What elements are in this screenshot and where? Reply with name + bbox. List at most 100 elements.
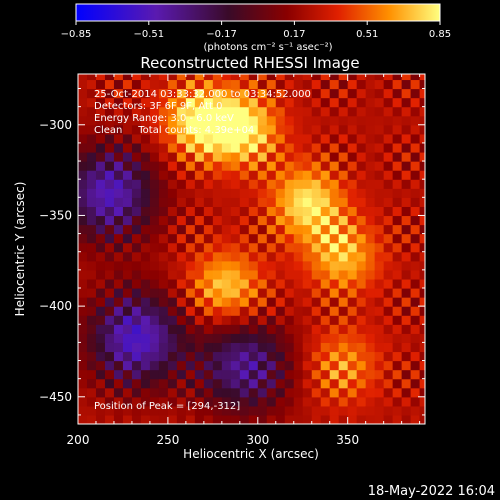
heatmap-cell [212, 161, 223, 171]
heatmap-cell [410, 351, 421, 362]
heatmap-cell [410, 179, 421, 189]
heatmap-cell [131, 287, 142, 298]
heatmap-cell [158, 333, 169, 343]
heatmap-cell [338, 179, 349, 189]
heatmap-cell [140, 269, 151, 280]
heatmap-cell [338, 206, 349, 217]
heatmap-cell [410, 387, 421, 398]
heatmap-cell [167, 287, 178, 298]
heatmap-cell [167, 197, 178, 207]
heatmap-cell [284, 106, 295, 117]
heatmap-cell [212, 188, 223, 198]
heatmap-cell [221, 360, 232, 371]
heatmap-cell [311, 188, 322, 198]
heatmap-cell [284, 251, 295, 262]
heatmap-cell [78, 405, 88, 416]
heatmap-cell [311, 215, 322, 226]
heatmap-cell [311, 351, 322, 362]
heatmap-cell [383, 79, 394, 90]
heatmap-cell [419, 306, 425, 316]
heatmap-cell [86, 197, 97, 207]
heatmap-cell [275, 360, 286, 371]
heatmap-cell [392, 351, 403, 362]
heatmap-cell [383, 124, 394, 135]
heatmap-cell [167, 251, 178, 262]
heatmap-cell [266, 88, 277, 99]
heatmap-cell [158, 315, 169, 325]
heatmap-cell [329, 224, 340, 235]
heatmap-cell [239, 242, 250, 253]
heatmap-cell [302, 315, 313, 325]
heatmap-cell [293, 306, 304, 316]
heatmap-cell [248, 405, 259, 416]
heatmap-cell [212, 396, 223, 407]
heatmap-cell [419, 269, 425, 280]
heatmap-cell [338, 315, 349, 325]
heatmap-cell [293, 342, 304, 353]
heatmap-cell [347, 151, 358, 162]
heatmap-cell [284, 405, 295, 416]
heatmap-cell [239, 215, 250, 226]
heatmap-cell [284, 215, 295, 226]
heatmap-cell [266, 170, 277, 180]
heatmap-cell [356, 387, 367, 398]
heatmap-cell [329, 197, 340, 207]
heatmap-cell [275, 242, 286, 253]
heatmap-cell [140, 170, 151, 180]
heatmap-cell [149, 414, 160, 424]
heatmap-cell [383, 405, 394, 416]
heatmap-cell [167, 97, 178, 108]
heatmap-cell [149, 133, 160, 144]
annotation-total-counts: Clean Total counts: 4.39e+04 [94, 125, 254, 136]
footer-timestamp: 18-May-2022 16:04 [368, 484, 495, 499]
heatmap-cell [401, 260, 412, 271]
heatmap-cell [104, 151, 115, 162]
heatmap-cell [149, 115, 160, 126]
heatmap-cell [158, 260, 169, 271]
heatmap-cell [293, 278, 304, 289]
heatmap-cell [320, 387, 331, 398]
heatmap-cell [248, 79, 259, 90]
heatmap-cell [284, 142, 295, 153]
heatmap-cell [257, 106, 268, 117]
heatmap-cell [338, 197, 349, 207]
heatmap-cell [302, 324, 313, 334]
heatmap-cell [78, 74, 88, 81]
heatmap-cell [86, 333, 97, 343]
heatmap-cell [203, 188, 214, 198]
heatmap-cell [311, 378, 322, 389]
heatmap-cell [302, 351, 313, 362]
heatmap-cell [104, 387, 115, 398]
heatmap-cell [419, 360, 425, 371]
heatmap-cell [320, 333, 331, 343]
heatmap-cell [320, 79, 331, 90]
heatmap-cell [392, 97, 403, 108]
heatmap-cell [167, 360, 178, 371]
heatmap-cell [113, 351, 124, 362]
heatmap-cell [311, 342, 322, 353]
heatmap-cell [338, 224, 349, 235]
heatmap-cell [365, 197, 376, 207]
heatmap-cell [149, 333, 160, 343]
heatmap-cell [410, 287, 421, 298]
heatmap-cell [419, 124, 425, 135]
heatmap-cell [284, 133, 295, 144]
heatmap-cell [131, 242, 142, 253]
heatmap-cell [401, 142, 412, 153]
heatmap-cell [383, 260, 394, 271]
heatmap-cell [95, 378, 106, 389]
heatmap-cell [86, 151, 97, 162]
heatmap-cell [338, 161, 349, 171]
heatmap-cell [383, 342, 394, 353]
heatmap-cell [122, 378, 133, 389]
heatmap-cell [221, 151, 232, 162]
heatmap-cell [293, 133, 304, 144]
heatmap-cell [194, 206, 205, 217]
heatmap-cell [131, 206, 142, 217]
heatmap-cell [140, 224, 151, 235]
heatmap-cell [212, 142, 223, 153]
heatmap-cell [203, 378, 214, 389]
heatmap-cell [203, 414, 214, 424]
heatmap-cell [140, 233, 151, 244]
heatmap-cell [302, 306, 313, 316]
